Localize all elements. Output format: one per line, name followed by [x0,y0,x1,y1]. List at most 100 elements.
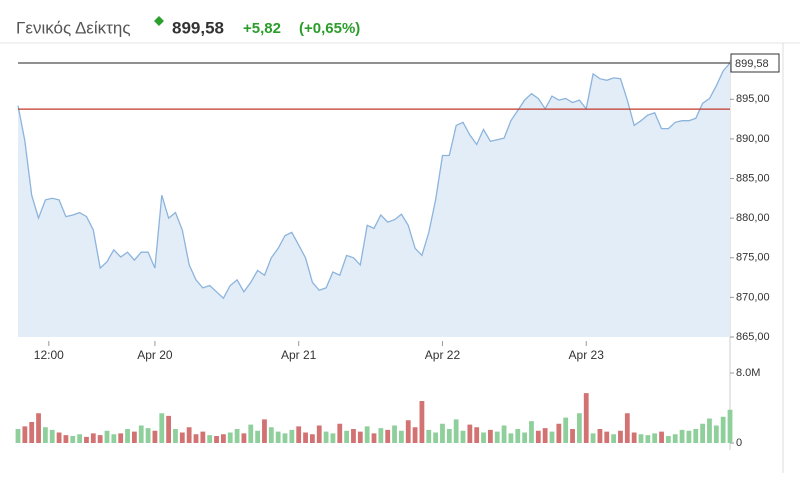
volume-tick-label: 8.0M [736,367,760,379]
volume-bar [97,435,103,443]
volume-bar [542,428,548,443]
volume-bar [494,431,500,443]
volume-bar [597,429,603,443]
volume-bar [529,421,534,443]
volume-bar [111,434,117,443]
volume-bar [42,427,48,443]
volume-bar [556,423,562,443]
volume-bar [309,434,315,443]
volume-bar [576,413,582,443]
volume-bar [357,431,363,443]
y-tick-label: 895,00 [736,93,770,105]
area-fill [18,63,730,337]
y-tick-label: 885,00 [736,172,770,184]
volume-bar [303,432,308,443]
volume-bar [707,418,712,443]
volume-bar [522,432,528,443]
volume-bar [90,433,96,443]
volume-bar [364,426,370,443]
volume-bar [378,428,384,443]
volume-bar [700,423,706,443]
y-tick-label: 880,00 [736,212,770,224]
volume-bar [125,429,130,443]
volume-bar [426,429,432,443]
volume-bar [453,419,459,443]
volume-bar [207,435,213,443]
volume-bar [104,430,110,443]
volume-bar [412,427,418,443]
y-tick-label: 875,00 [736,252,770,264]
volume-bar [487,429,493,443]
volume-bar [15,429,21,443]
x-tick-label: 12:00 [34,348,64,362]
volume-bar [282,433,288,443]
volume-bar [262,419,267,443]
volume-bar [70,436,76,443]
volume-bar [77,434,83,443]
volume-bar [611,434,617,443]
volume-bar [713,425,719,443]
volume-bar [344,430,350,443]
volume-bar [385,429,391,443]
volume-bar [549,431,555,443]
volume-bar [173,429,178,443]
chart-title: Γενικός Δείκτης [16,18,131,37]
volume-bar [474,427,480,443]
volume-bar [460,430,466,443]
volume-bar [405,420,411,443]
volume-bar [659,431,664,443]
volume-bar [22,426,28,443]
volume-bar [419,401,425,443]
volume-bar [200,431,206,443]
volume-bar [631,432,637,443]
volume-bar [145,428,151,443]
volume-bar [583,393,589,443]
volume-bar [515,429,521,443]
volume-bar [330,433,336,443]
volume-bar [392,425,397,443]
volume-bar [227,432,233,443]
volume-bar [624,413,630,443]
volume-bar [179,432,185,443]
volume-bar [652,433,658,443]
volume-bar [508,433,514,443]
volume-bar [679,429,685,443]
volume-bar [645,435,651,443]
volume-tick-label: 0 [736,437,742,449]
volume-bar [193,434,199,443]
volume-bar [56,432,62,443]
volume-bar [255,430,261,443]
volume-bar [186,427,192,443]
volume-bar [665,436,671,443]
volume-bar [563,417,569,443]
volume-bar [570,429,575,443]
volume-bar [467,424,473,443]
volume-bar [398,430,404,443]
volume-bar [220,434,226,443]
volume-bar [316,425,322,443]
price-line [17,62,731,300]
volume-bar [501,425,507,443]
volume-bar [234,429,240,443]
last-value-label: 899,58 [735,58,769,70]
last-price: 899,58 [172,18,224,37]
volume-bar [289,429,295,443]
volume-bar [84,436,89,443]
up-indicator [154,16,164,26]
volume-bar [686,430,692,443]
last-value-box [730,53,780,73]
volume-bar [638,434,644,443]
volume-bar [138,425,144,443]
volume-bar [481,432,486,443]
volume-bar [371,433,377,443]
volume-bar [275,431,281,443]
volume-bar [727,409,733,443]
volume-bar [351,429,356,443]
volume-bar [446,429,452,443]
volume-bar [693,429,699,443]
volume-bar [535,430,541,443]
volume-bar [296,426,302,443]
volume-bar [433,432,439,443]
volume-bar [268,427,274,443]
volume-bar [604,431,610,443]
